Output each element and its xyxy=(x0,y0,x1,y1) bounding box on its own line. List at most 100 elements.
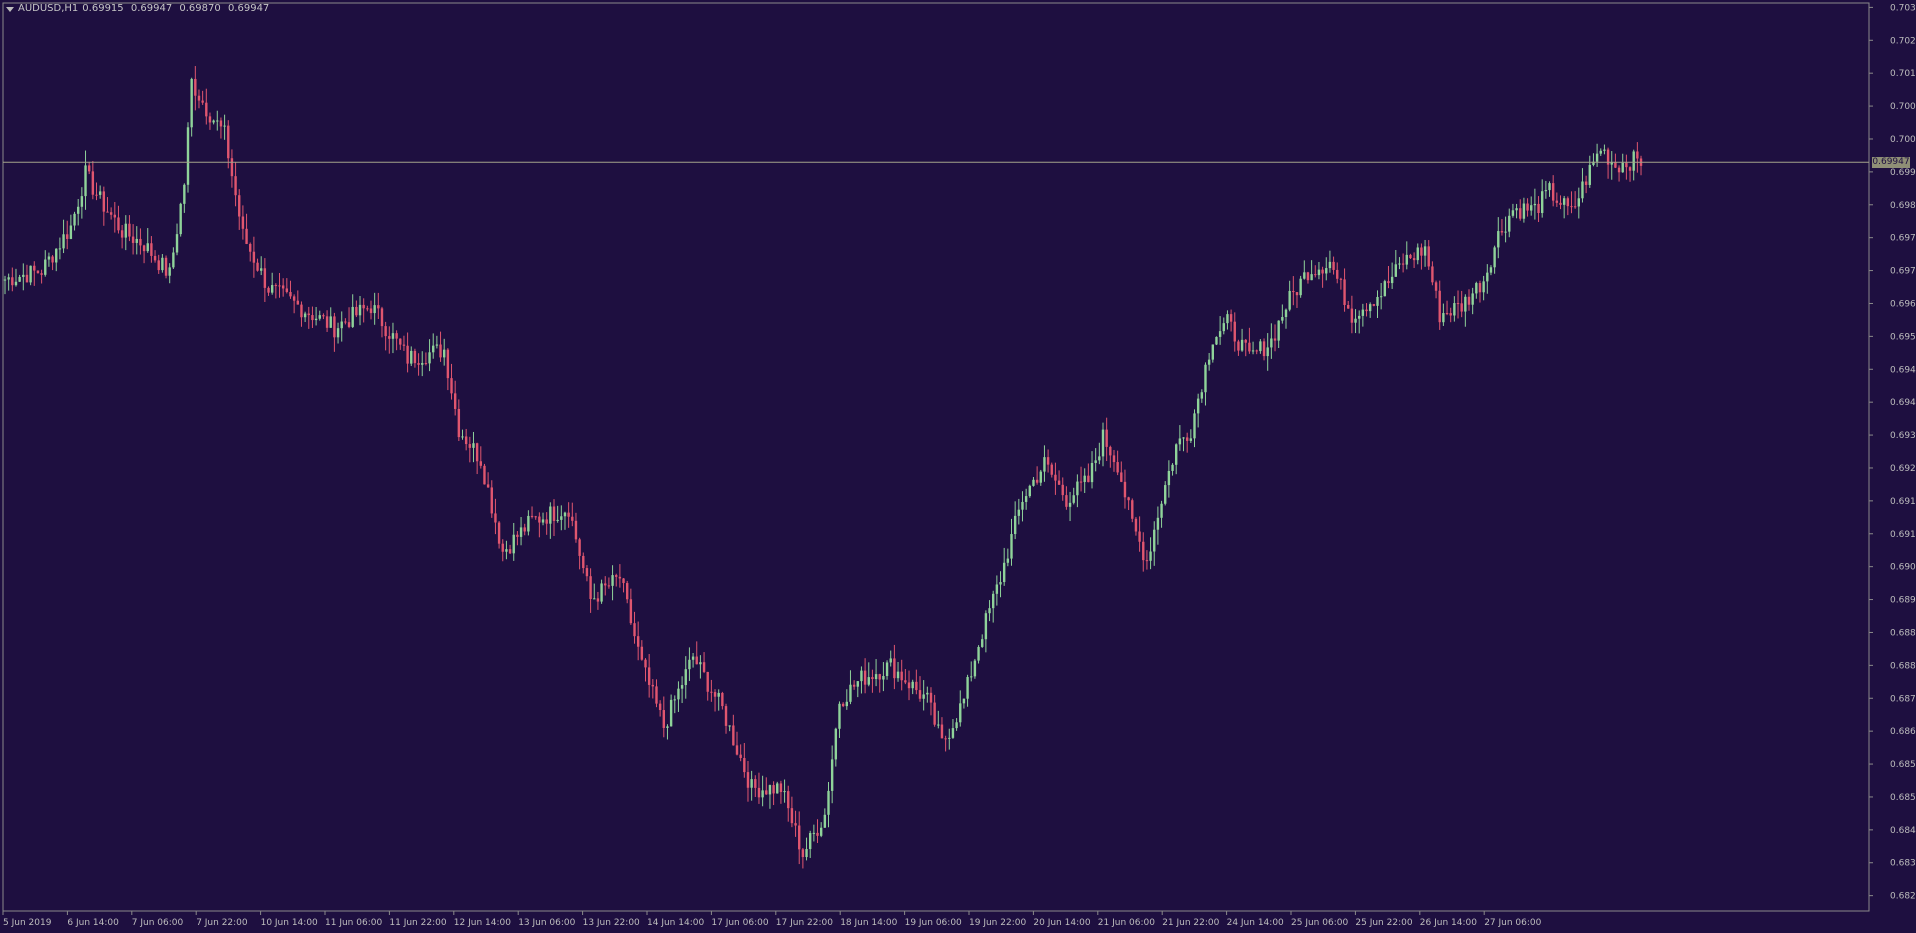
candle-body xyxy=(1401,263,1405,265)
x-tick-label: 26 Jun 14:00 xyxy=(1420,918,1477,928)
candle-body xyxy=(841,703,845,707)
candle-body xyxy=(611,575,614,586)
symbol-label: AUDUSD,H1 xyxy=(18,3,79,14)
candle-body xyxy=(344,321,347,323)
candle-body xyxy=(296,300,299,305)
candle-body xyxy=(270,285,274,293)
candle-body xyxy=(285,288,289,292)
candle-body xyxy=(560,516,563,520)
candle-body xyxy=(263,268,267,288)
candle-body xyxy=(164,257,168,276)
candle-body xyxy=(142,245,146,252)
candle-body xyxy=(113,214,116,218)
candle-body xyxy=(333,316,336,338)
candle-body xyxy=(717,692,720,697)
candle-body xyxy=(904,680,907,683)
candle-body xyxy=(885,662,889,677)
candle-body xyxy=(662,710,665,728)
candle-body xyxy=(1010,534,1013,559)
candle-body xyxy=(992,593,995,609)
candle-body xyxy=(399,338,402,345)
x-tick-label: 14 Jun 14:00 xyxy=(647,918,704,928)
candle-body xyxy=(746,772,750,788)
candle-body xyxy=(373,305,376,314)
candle-body xyxy=(691,656,695,660)
candle-body xyxy=(18,276,21,282)
candle-body xyxy=(1310,274,1313,281)
candle-body xyxy=(933,702,936,725)
candle-body xyxy=(1303,272,1306,279)
y-tick-label: 0.69250 xyxy=(1890,464,1916,474)
candle-body xyxy=(1431,266,1434,283)
candle-body xyxy=(669,699,673,727)
y-tick-label: 0.69325 xyxy=(1890,431,1916,441)
candle-body xyxy=(1606,149,1610,165)
candle-body xyxy=(995,584,999,594)
candle-body xyxy=(1427,246,1430,267)
candle-body xyxy=(1533,203,1537,206)
candle-body xyxy=(102,191,106,212)
price-axis: 0.70300 0.70225 0.70150 0.70075 0.70000 0.699… xyxy=(1869,3,1916,902)
candle-body xyxy=(1555,200,1559,203)
candle-body xyxy=(44,259,47,275)
candle-body xyxy=(626,583,629,600)
candle-body xyxy=(757,787,761,798)
candle-body xyxy=(212,120,215,123)
candle-body xyxy=(644,659,647,668)
y-tick-label: 0.68875 xyxy=(1890,628,1916,638)
candle-body xyxy=(157,260,160,271)
candle-body xyxy=(1423,246,1427,256)
x-tick-label: 5 Jun 2019 xyxy=(3,918,52,928)
candle-body xyxy=(1438,290,1441,323)
candle-body xyxy=(278,285,281,287)
candle-body xyxy=(516,534,519,537)
candle-body xyxy=(219,120,223,127)
candle-body xyxy=(1153,529,1156,552)
ohlc-close: 0.69947 xyxy=(227,3,270,14)
candle-body xyxy=(1551,183,1555,201)
candle-body xyxy=(186,127,190,185)
collapse-triangle-icon[interactable] xyxy=(6,6,14,12)
candle-body xyxy=(1050,464,1053,475)
candle-body xyxy=(1189,438,1193,441)
candle-body xyxy=(1017,509,1021,516)
candle-body xyxy=(871,677,874,680)
candle-body xyxy=(523,527,526,532)
candle-body xyxy=(677,688,680,700)
candle-body xyxy=(347,322,351,327)
candle-body xyxy=(446,349,450,379)
ohlc-high: 0.69947 xyxy=(130,3,173,14)
candle-body xyxy=(55,248,58,263)
x-tick-label: 13 Jun 06:00 xyxy=(518,918,575,928)
candle-body xyxy=(1164,485,1167,504)
candle-body xyxy=(772,785,775,794)
candle-body xyxy=(1109,446,1112,456)
candle-body xyxy=(479,461,482,466)
candle-body xyxy=(58,248,62,250)
candle-body xyxy=(618,576,622,579)
candle-body xyxy=(1478,283,1482,293)
candle-body xyxy=(131,236,135,243)
candle-body xyxy=(106,211,109,213)
x-tick-label: 18 Jun 14:00 xyxy=(840,918,897,928)
candle-body xyxy=(238,195,241,217)
candle-body xyxy=(1142,541,1145,561)
candle-body xyxy=(530,515,534,517)
candle-body xyxy=(245,228,248,244)
candle-body xyxy=(1390,276,1394,284)
candle-body xyxy=(146,243,149,252)
candle-body xyxy=(1171,464,1174,471)
candle-body xyxy=(852,684,856,687)
candle-body xyxy=(472,443,475,448)
candle-body xyxy=(838,703,841,729)
y-tick-label: 0.68650 xyxy=(1890,727,1916,737)
candle-body xyxy=(183,184,186,204)
candle-body xyxy=(1599,150,1602,154)
candle-body xyxy=(596,598,600,602)
candle-body xyxy=(497,522,501,544)
candle-body xyxy=(549,506,552,524)
candle-body xyxy=(1636,151,1639,159)
x-tick-label: 13 Jun 22:00 xyxy=(583,918,640,928)
